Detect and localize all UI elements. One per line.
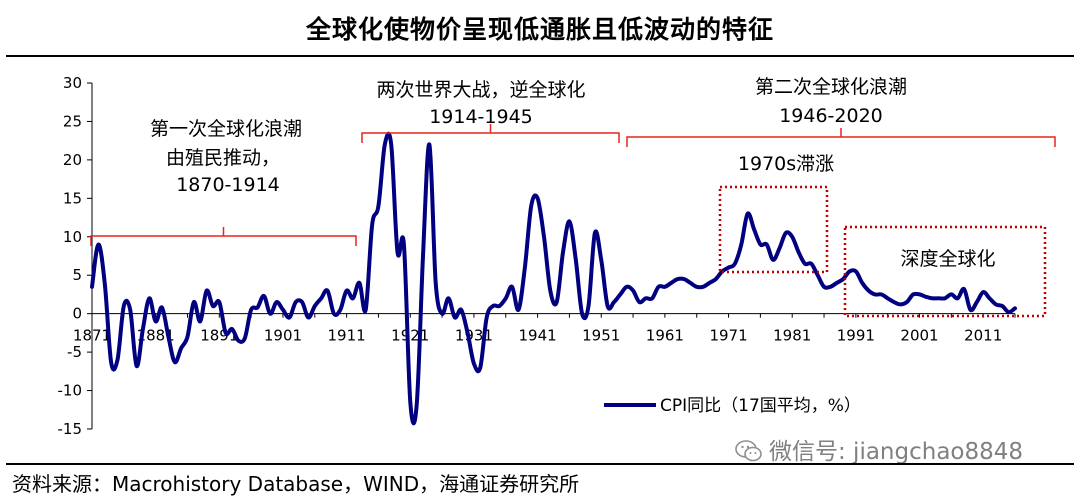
x-tick-label: 1961 [646, 327, 684, 345]
chart-title: 全球化使物价呈现低通胀且低波动的特征 [305, 15, 774, 44]
x-tick-label: 1981 [773, 327, 811, 345]
bracket-world-wars [361, 124, 620, 143]
bracket-wave1 [90, 227, 357, 246]
annotation-wave1-title: 第一次全球化浪潮 [150, 118, 302, 140]
x-tick-label: 1871 [73, 327, 111, 345]
y-tick-label: -10 [58, 382, 83, 400]
y-tick-label: 5 [72, 266, 82, 284]
annotation-stagflation: 1970s滞涨 [738, 153, 834, 175]
highlight-box-stagflation [718, 185, 829, 274]
bracket-wave2 [626, 128, 1056, 147]
y-tick-label: 0 [72, 305, 82, 323]
highlight-box-deep-globalization [843, 225, 1047, 318]
y-tick-label: 20 [63, 151, 82, 169]
x-tick-label: 1951 [582, 327, 620, 345]
y-tick-label: 30 [63, 74, 82, 92]
x-tick-label: 1991 [837, 327, 875, 345]
x-tick-label: 1901 [264, 327, 302, 345]
y-tick-label: 10 [63, 228, 82, 246]
x-tick-label: 1931 [455, 327, 493, 345]
legend-label: CPI同比（17国平均，%） [660, 396, 861, 416]
annotation-wave1-years: 1870-1914 [176, 174, 280, 196]
wechat-icon [735, 439, 763, 469]
annotation-world-wars-title: 两次世界大战，逆全球化 [376, 79, 585, 101]
y-tick-label: 25 [63, 112, 82, 130]
title-divider [6, 55, 1074, 57]
y-tick-label: 15 [63, 189, 82, 207]
watermark: 微信号: jiangchao8848 [735, 432, 1023, 469]
x-tick-label: 2001 [900, 327, 938, 345]
x-tick-label: 2011 [964, 327, 1002, 345]
annotation-wave1-cause: 由殖民推动， [166, 147, 280, 169]
cpi-series-line [90, 131, 1017, 426]
source-note: 资料来源：Macrohistory Database，WIND，海通证券研究所 [12, 472, 580, 496]
watermark-text: 微信号: jiangchao8848 [769, 439, 1024, 465]
x-tick-label: 1921 [391, 327, 429, 345]
x-tick-label: 1881 [137, 327, 175, 345]
x-tick-label: 1911 [328, 327, 366, 345]
footer-divider [6, 463, 1074, 465]
y-tick-label: -5 [67, 343, 82, 361]
y-tick-label: -15 [58, 420, 83, 438]
annotation-wave2-title: 第二次全球化浪潮 [755, 76, 907, 98]
annotation-wave2-years: 1946-2020 [779, 105, 883, 127]
annotation-world-wars-years: 1914-1945 [429, 106, 533, 128]
annotation-deep-globalization: 深度全球化 [900, 248, 995, 270]
x-tick-label: 1941 [518, 327, 556, 345]
x-tick-label: 1971 [709, 327, 747, 345]
